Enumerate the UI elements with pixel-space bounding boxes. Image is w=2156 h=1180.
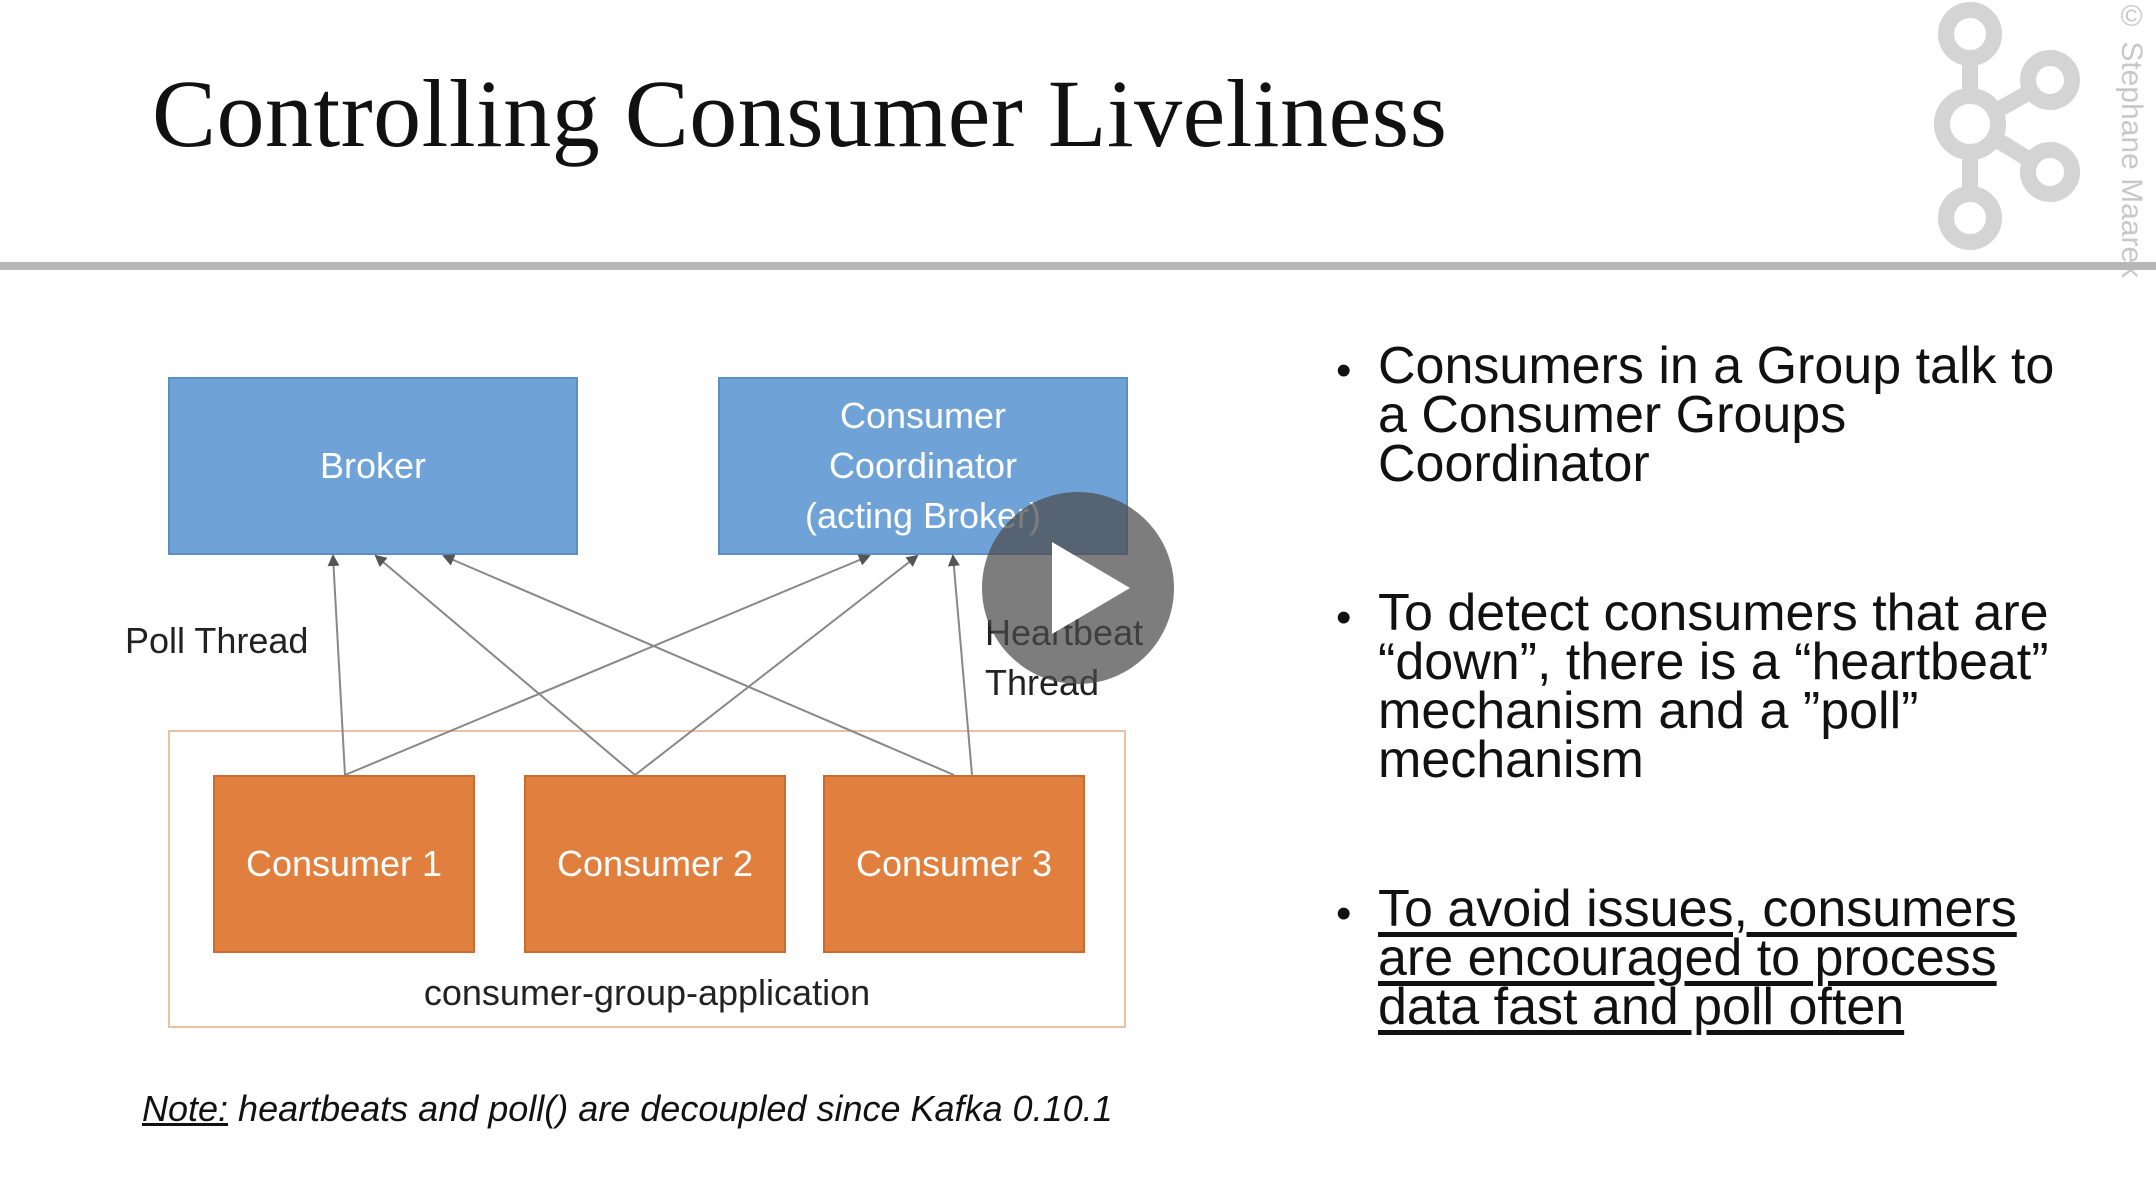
arrow-c2-to-coordinator (634, 554, 919, 776)
footnote-text: heartbeats and poll() are decoupled sinc… (228, 1088, 1113, 1129)
consumer-3-box: Consumer 3 (823, 775, 1085, 953)
kafka-logo-icon (1934, 2, 2080, 250)
bullet-text-3: To avoid issues, consumers are encourage… (1378, 880, 2017, 1036)
consumer-group-label: consumer-group-application (423, 972, 871, 1013)
arrow-c1-to-broker (327, 554, 346, 776)
consumer-1-box: Consumer 1 (213, 775, 475, 953)
consumer-group-frame (168, 730, 1126, 1028)
bullet-item: • Consumers in a Group talk to a Consume… (1336, 337, 2056, 493)
bullet-marker: • (1336, 593, 1352, 642)
bullet-marker: • (1336, 346, 1352, 395)
broker-box: Broker (168, 377, 578, 555)
slide-title: Controlling Consumer Liveliness (152, 60, 1448, 167)
bullet-item: • To detect consumers that are “down”, t… (1336, 584, 2056, 789)
play-button[interactable] (982, 492, 1174, 684)
arrow-c1-to-coordinator (344, 554, 871, 776)
consumer-3-label: Consumer 3 (855, 843, 1053, 884)
arrow-c3-to-broker (442, 554, 955, 776)
bullet-text-2: To detect consumers that are “down”, the… (1378, 584, 2049, 789)
arrow-c3-to-coordinator (947, 554, 973, 776)
watermark: © Stephane Maarek (2115, 0, 2148, 279)
coordinator-label-line-2: Coordinator (828, 445, 1018, 486)
logo-node-right-top (2020, 50, 2080, 110)
consumer-1-label: Consumer 1 (245, 843, 443, 884)
bullet-item: • To avoid issues, consumers are encoura… (1336, 880, 2056, 1036)
play-icon (1052, 542, 1130, 634)
bullet-marker: • (1336, 889, 1352, 938)
arrow-c2-to-broker (374, 554, 636, 776)
footnote: Note: heartbeats and poll() are decouple… (142, 1088, 1113, 1130)
footnote-prefix: Note: (142, 1088, 229, 1129)
bullet-text-1: Consumers in a Group talk to a Consumer … (1378, 337, 2055, 493)
consumer-2-box: Consumer 2 (524, 775, 786, 953)
bullet-list: • Consumers in a Group talk to a Consume… (1336, 337, 2056, 1132)
logo-node-right-bottom (2020, 142, 2080, 202)
coordinator-label-line-1: Consumer (839, 395, 1007, 436)
broker-label: Broker (319, 445, 427, 486)
title-divider (0, 262, 2156, 270)
consumer-2-label: Consumer 2 (556, 843, 754, 884)
poll-thread-label: Poll Thread (125, 620, 309, 661)
